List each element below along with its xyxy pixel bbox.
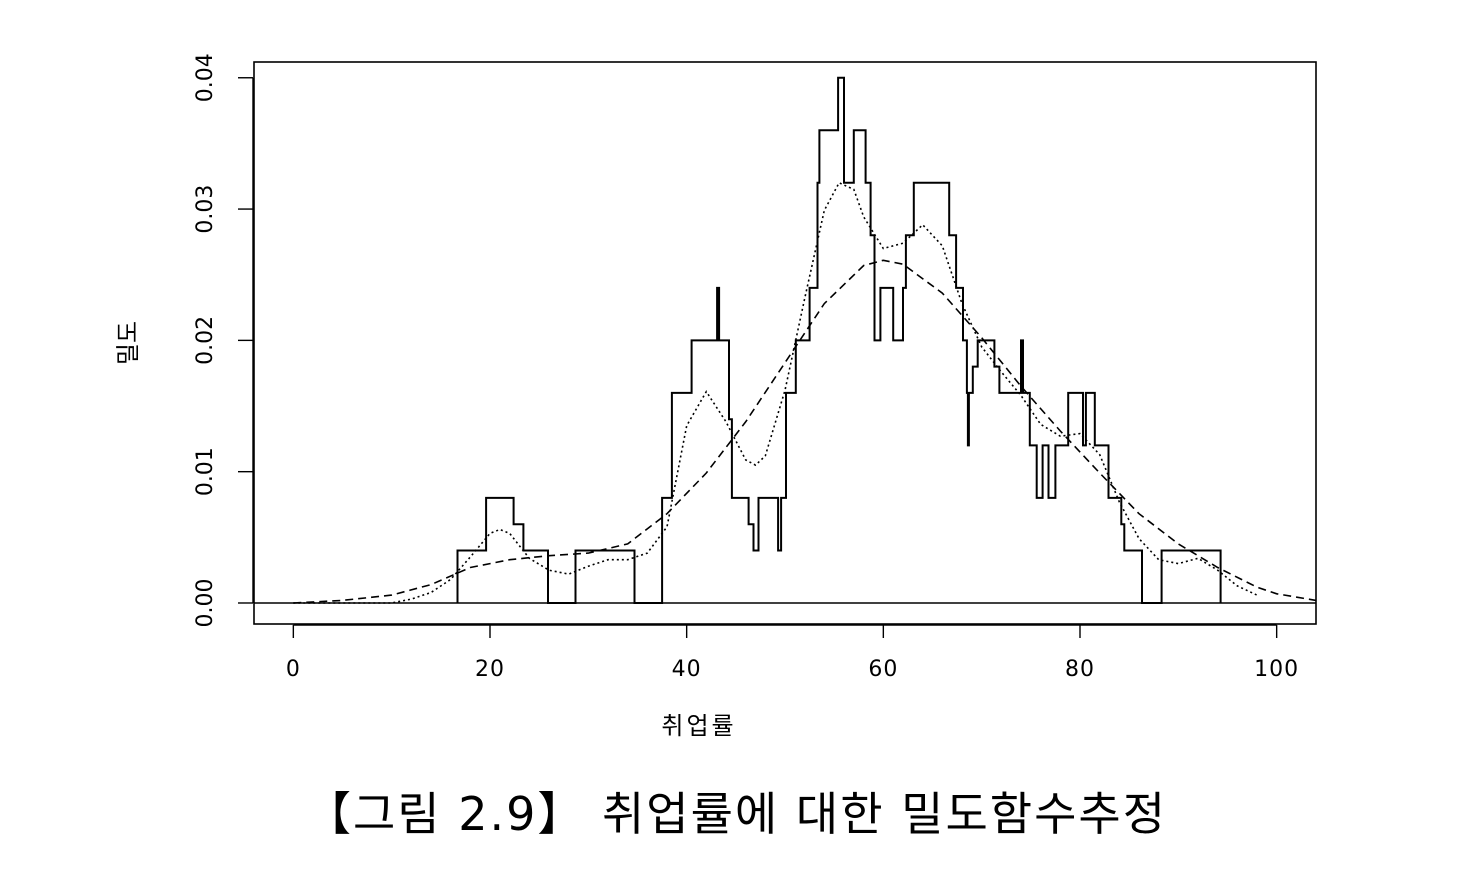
plot-frame [253, 61, 1317, 625]
y-tick-label: 0.02 [193, 316, 218, 365]
y-tick-label: 0.03 [193, 185, 218, 234]
y-axis-title: 밀도 [114, 321, 142, 365]
x-tick-label: 100 [1254, 657, 1299, 682]
series-dashed-line [293, 259, 1317, 604]
x-tick-label: 60 [868, 657, 898, 682]
x-tick-label: 20 [475, 657, 505, 682]
x-tick-label: 40 [672, 657, 702, 682]
y-tick-label: 0.01 [193, 447, 218, 496]
density-chart: 0 20 40 60 80 100 0.00 0.01 0.02 0.03 0.04 취업률 밀도 [114, 53, 1317, 740]
y-tick-label: 0.04 [193, 53, 218, 102]
series-solid-step-line [456, 76, 1222, 604]
x-axis-title: 취업률 [661, 712, 736, 740]
y-tick-label: 0.00 [193, 578, 218, 627]
x-tick-label: 80 [1065, 657, 1095, 682]
figure-caption: 【그림 2.9】 취업률에 대한 밀도함수추정 [304, 787, 1168, 841]
series-dotted-line [293, 181, 1258, 604]
x-tick-label: 0 [286, 657, 301, 682]
